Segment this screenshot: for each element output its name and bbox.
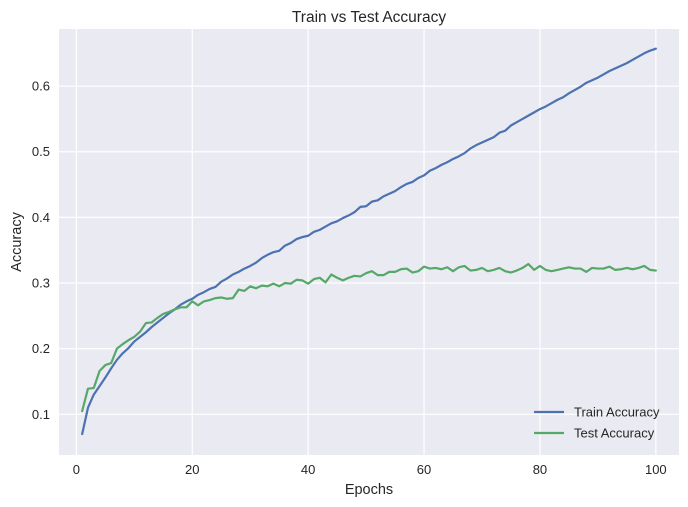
plot-area [59, 29, 679, 455]
y-tick-label: 0.2 [32, 341, 50, 356]
x-tick-label: 80 [533, 462, 547, 477]
y-tick-label: 0.3 [32, 276, 50, 291]
y-tick-label: 0.6 [32, 79, 50, 94]
y-tick-label: 0.1 [32, 407, 50, 422]
x-axis-label: Epochs [345, 482, 393, 498]
x-tick-label: 40 [301, 462, 315, 477]
x-tick-label: 60 [417, 462, 431, 477]
series-line-test-accuracy [81, 262, 657, 413]
grid [59, 29, 679, 455]
y-tick-label: 0.5 [32, 144, 50, 159]
x-tick-label: 0 [73, 462, 80, 477]
series-line-train-accuracy [81, 47, 657, 436]
x-tick-label: 20 [185, 462, 199, 477]
legend: Train Accuracy Test Accuracy [534, 405, 660, 441]
chart-title: Train vs Test Accuracy [292, 9, 446, 26]
y-axis-label: Accuracy [9, 211, 25, 271]
series-layer [81, 47, 657, 436]
legend-label: Test Accuracy [574, 426, 655, 441]
tick-labels: 0 20 40 60 80 100 0.1 0.2 0.3 0.4 0.5 0.6 [32, 79, 667, 477]
y-tick-label: 0.4 [32, 210, 50, 225]
legend-label: Train Accuracy [574, 405, 660, 420]
x-tick-label: 100 [645, 462, 667, 477]
